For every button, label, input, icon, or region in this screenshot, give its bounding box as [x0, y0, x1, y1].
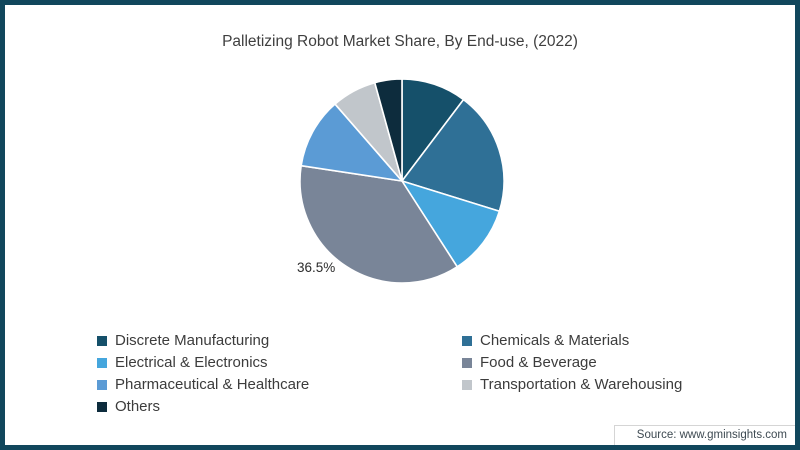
chart-title: Palletizing Robot Market Share, By End-u… — [222, 33, 578, 50]
pie-slice-chemicals-materials — [401, 98, 505, 213]
legend-label: Electrical & Electronics — [115, 354, 268, 371]
pie-slice-pharmaceutical-healthcare — [300, 103, 403, 182]
legend-swatch — [97, 357, 107, 368]
legend-label: Pharmaceutical & Healthcare — [115, 376, 310, 393]
legend: Discrete Manufacturing Chemicals & Materi… — [97, 332, 682, 415]
legend-label: Discrete Manufacturing — [115, 332, 270, 349]
legend-item-food-beverage: Food & Beverage — [462, 354, 682, 371]
pie-slice-food-beverage — [299, 164, 458, 284]
legend-swatch — [97, 379, 107, 390]
legend-swatch — [462, 357, 472, 368]
legend-label: Food & Beverage — [480, 354, 597, 371]
pie-slice-others — [373, 78, 403, 182]
slice-label-food-beverage: 36.5% — [297, 260, 336, 275]
legend-item-transportation-warehousing: Transportation & Warehousing — [462, 376, 682, 393]
legend-item-pharmaceutical-healthcare: Pharmaceutical & Healthcare — [97, 376, 462, 393]
source-note: Source: www.gminsights.com — [613, 425, 795, 445]
pie-chart — [291, 70, 513, 292]
legend-swatch — [462, 379, 472, 390]
legend-swatch — [97, 335, 107, 346]
legend-label: Transportation & Warehousing — [480, 376, 683, 393]
legend-item-electrical-electronics: Electrical & Electronics — [97, 354, 462, 371]
legend-item-chemicals-materials: Chemicals & Materials — [462, 332, 682, 349]
legend-swatch — [462, 335, 472, 346]
legend-label: Others — [115, 398, 161, 415]
legend-item-others: Others — [97, 398, 462, 415]
pie-svg — [299, 78, 505, 284]
legend-item-discrete-manufacturing: Discrete Manufacturing — [97, 332, 462, 349]
legend-swatch — [97, 401, 107, 412]
pie-slice-electrical-electronics — [401, 180, 501, 268]
legend-label: Chemicals & Materials — [480, 332, 630, 349]
